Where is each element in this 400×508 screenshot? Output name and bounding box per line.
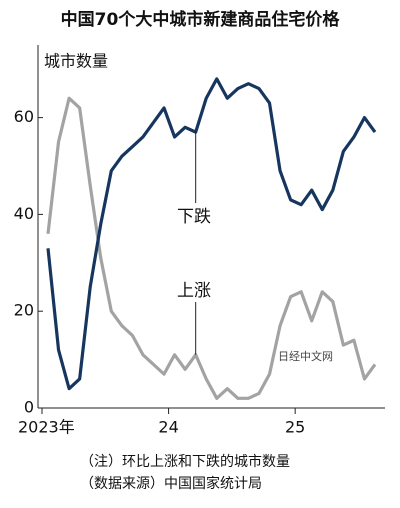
x-tick-label: 2023年 — [18, 418, 75, 437]
x-tick-label: 24 — [158, 418, 178, 437]
y-tick-label: 20 — [14, 301, 34, 320]
note: （数据来源）中国国家统计局 — [80, 475, 262, 492]
y-tick-label: 0 — [24, 398, 34, 417]
line-series — [46, 96, 377, 400]
line-series — [46, 77, 377, 391]
series-label: 上涨 — [177, 281, 211, 301]
y-tick-label: 60 — [14, 107, 34, 126]
note: （注）环比上涨和下跌的城市数量 — [80, 453, 290, 470]
watermark: 日经中文网 — [278, 349, 333, 363]
chart-title: 中国70个大中城市新建商品住宅价格 — [61, 9, 341, 30]
x-tick-label: 25 — [285, 418, 305, 437]
y-tick-label: 40 — [14, 204, 34, 223]
y-axis-label: 城市数量 — [44, 52, 108, 71]
series-label: 下跌 — [177, 207, 211, 227]
